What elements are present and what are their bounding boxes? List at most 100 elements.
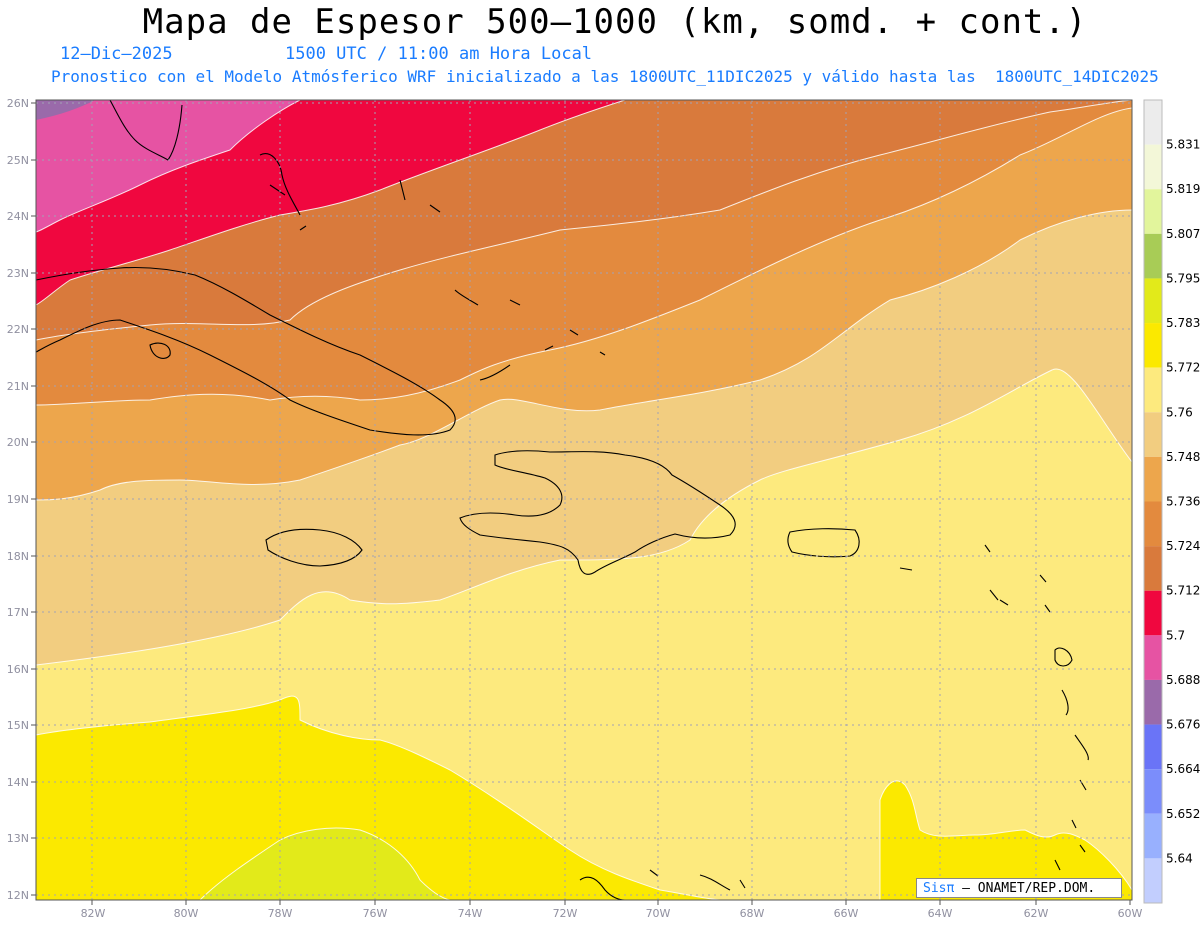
colorbar-level-label: 5.819 <box>1166 182 1200 196</box>
colorbar-level-label: 5.831 <box>1166 138 1200 152</box>
colorbar-level-label: 5.712 <box>1166 584 1200 598</box>
colorbar-level-label: 5.652 <box>1166 807 1200 821</box>
lon-label: 64W <box>928 907 953 920</box>
colorbar-level-label: 5.76 <box>1166 405 1193 419</box>
lat-label: 21N <box>7 380 29 393</box>
colorbar-level-label: 5.807 <box>1166 227 1200 241</box>
contour-line <box>879 780 1132 900</box>
lat-label: 23N <box>7 267 29 280</box>
hispaniola-coast <box>459 450 736 575</box>
colorbar-level-label: 5.7 <box>1166 628 1185 642</box>
colorbar-swatch <box>1144 189 1162 234</box>
lat-label: 22N <box>7 323 29 336</box>
colorbar-swatch <box>1144 278 1162 324</box>
south-american-coast <box>579 869 746 900</box>
lat-label: 26N <box>7 97 29 110</box>
colorbar-swatch <box>1144 679 1162 725</box>
lon-label: 70W <box>646 907 671 920</box>
colorbar-level-label: 5.676 <box>1166 718 1200 732</box>
lon-label: 82W <box>81 907 106 920</box>
contour-line <box>199 827 451 900</box>
lon-label: 68W <box>740 907 765 920</box>
colorbar: 5.831 5.819 5.807 5.795 5.783 5.772 5.76 5.748 5… <box>1143 99 1200 904</box>
colorbar-swatch <box>1144 367 1162 413</box>
band-5778-east <box>880 780 1132 900</box>
colorbar-swatch <box>1144 144 1162 190</box>
lat-label: 24N <box>7 210 29 223</box>
band-5778 <box>36 696 720 900</box>
colorbar-swatch <box>1144 501 1162 547</box>
puerto-rico-coast <box>787 528 860 558</box>
colorbar-swatch <box>1144 858 1162 903</box>
colorbar-swatch <box>1144 100 1162 145</box>
contour-line <box>36 100 626 306</box>
model-subtitle: Pronostico con el Modelo Atmósferico WRF… <box>51 67 1159 86</box>
colorbar-swatch <box>1144 546 1162 591</box>
lon-label: 62W <box>1024 907 1049 920</box>
colorbar-level-label: 5.688 <box>1166 673 1200 687</box>
lon-label: 80W <box>174 907 199 920</box>
lon-label: 72W <box>553 907 578 920</box>
colorbar-frame <box>1143 99 1163 904</box>
contour-line <box>36 100 1132 341</box>
lat-label: 19N <box>7 493 29 506</box>
lon-label: 76W <box>363 907 388 920</box>
colorbar-level-label: 5.748 <box>1166 450 1200 464</box>
lon-label: 78W <box>268 907 293 920</box>
lon-label: 66W <box>834 907 859 920</box>
cuba-coast <box>36 266 456 436</box>
lon-label: 60W <box>1118 907 1143 920</box>
contour-line <box>36 368 1132 666</box>
colorbar-swatch <box>1144 233 1162 279</box>
colorbar-level-label: 5.664 <box>1166 762 1200 776</box>
band-5682 <box>36 100 95 120</box>
contour-line <box>36 209 1132 501</box>
florida-coast <box>109 100 183 161</box>
lat-label: 13N <box>7 832 29 845</box>
coastlines <box>36 100 1089 900</box>
lat-label: 14N <box>7 776 29 789</box>
leeward-islands-coast <box>899 544 1089 871</box>
colorbar-swatch <box>1144 590 1162 636</box>
colorbar-level-label: 5.795 <box>1166 271 1200 285</box>
credit-box: Sisπ – ONAMET/REP.DOM. <box>916 878 1122 898</box>
forecast-time: 1500 UTC / 11:00 am Hora Local <box>285 44 593 64</box>
lat-label: 17N <box>7 606 29 619</box>
juventud-coast <box>149 342 171 359</box>
colorbar-level-label: 5.736 <box>1166 495 1200 509</box>
lat-labels: 26N 25N 24N 23N 22N 21N 20N 19N 18N 17N … <box>7 97 29 902</box>
lat-lon-grid <box>36 100 1132 900</box>
lon-label: 74W <box>458 907 483 920</box>
colorbar-level-label: 5.64 <box>1166 851 1193 865</box>
bahamas-coast <box>259 153 606 381</box>
band-5694 <box>36 100 300 232</box>
colorbar-swatch <box>1144 412 1162 457</box>
lat-label: 18N <box>7 550 29 563</box>
shaded-thickness-field <box>36 100 1132 900</box>
thickness-contours <box>36 100 1132 900</box>
credit-text: – ONAMET/REP.DOM. <box>954 881 1096 896</box>
jamaica-coast <box>265 528 363 567</box>
colorbar-level-label: 5.772 <box>1166 361 1200 375</box>
lat-label: 16N <box>7 663 29 676</box>
colorbar-level-label: 5.724 <box>1166 539 1200 553</box>
colorbar-level-label: 5.783 <box>1166 316 1200 330</box>
colorbar-swatch <box>1144 323 1162 368</box>
contour-line <box>36 100 301 233</box>
axis-ticks <box>31 102 1131 905</box>
lat-label: 15N <box>7 719 29 732</box>
colorbar-swatch <box>1144 724 1162 770</box>
lat-label: 25N <box>7 154 29 167</box>
map-title: Mapa de Espesor 500–1000 (km, somd. + co… <box>142 2 1088 42</box>
contour-line <box>36 695 721 900</box>
colorbar-swatch <box>1144 769 1162 814</box>
forecast-date: 12–Dic–2025 <box>60 44 173 64</box>
contour-line <box>36 107 1132 406</box>
lat-label: 20N <box>7 436 29 449</box>
colorbar-swatch <box>1144 813 1162 859</box>
map-frame <box>35 99 1133 901</box>
colorbar-swatch <box>1144 635 1162 680</box>
credit-brand: Sisπ <box>923 881 955 896</box>
lat-label: 12N <box>7 889 29 902</box>
